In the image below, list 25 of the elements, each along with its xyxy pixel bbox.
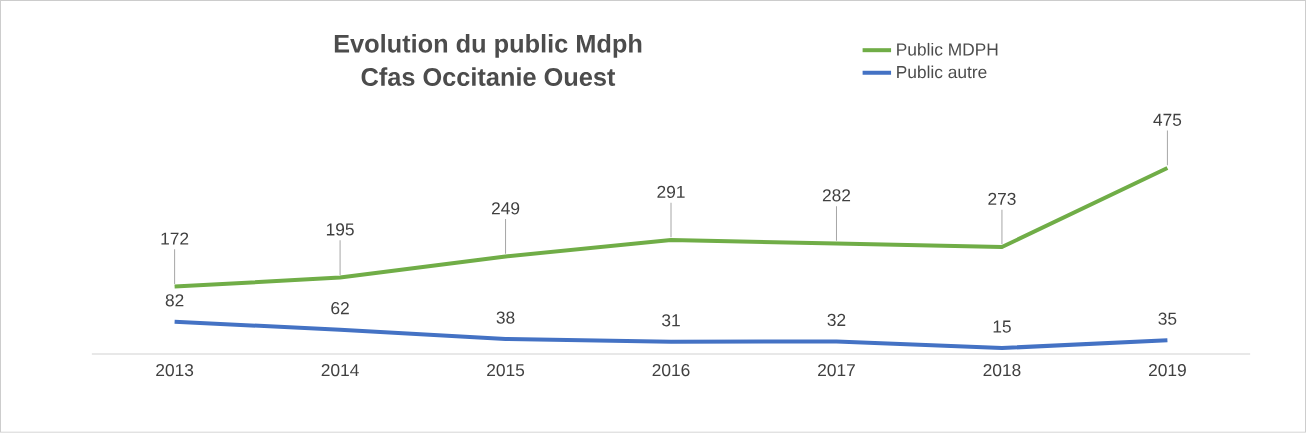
data-label: 38 <box>496 311 515 324</box>
data-label: 35 <box>1158 312 1177 325</box>
data-label: 15 <box>993 320 1011 333</box>
data-label: 195 <box>326 223 354 236</box>
x-tick-label: 2018 <box>983 364 1021 377</box>
x-tick-label: 2013 <box>156 364 194 377</box>
x-tick-label: 2014 <box>321 364 359 377</box>
data-label: 475 <box>1153 113 1182 127</box>
data-label: 31 <box>662 314 680 327</box>
chart-subtitle: Cfas Occitanie Ouest <box>361 67 616 87</box>
legend-label: Public MDPH <box>897 43 998 56</box>
data-label: 291 <box>657 185 685 199</box>
data-label: 82 <box>165 294 184 307</box>
x-tick-label: 2016 <box>652 364 690 377</box>
data-label: 32 <box>827 313 846 327</box>
x-tick-label: 2015 <box>487 364 525 377</box>
data-label: 273 <box>988 192 1016 206</box>
data-label: 249 <box>491 202 520 215</box>
data-label: 282 <box>822 189 851 202</box>
chart-title: Evolution du public Mdph <box>334 34 642 58</box>
x-tick-label: 2019 <box>1149 364 1186 377</box>
data-label: 62 <box>331 302 349 315</box>
x-tick-label: 2017 <box>818 364 855 377</box>
legend-label: Public autre <box>897 65 987 79</box>
data-label: 172 <box>161 232 189 245</box>
